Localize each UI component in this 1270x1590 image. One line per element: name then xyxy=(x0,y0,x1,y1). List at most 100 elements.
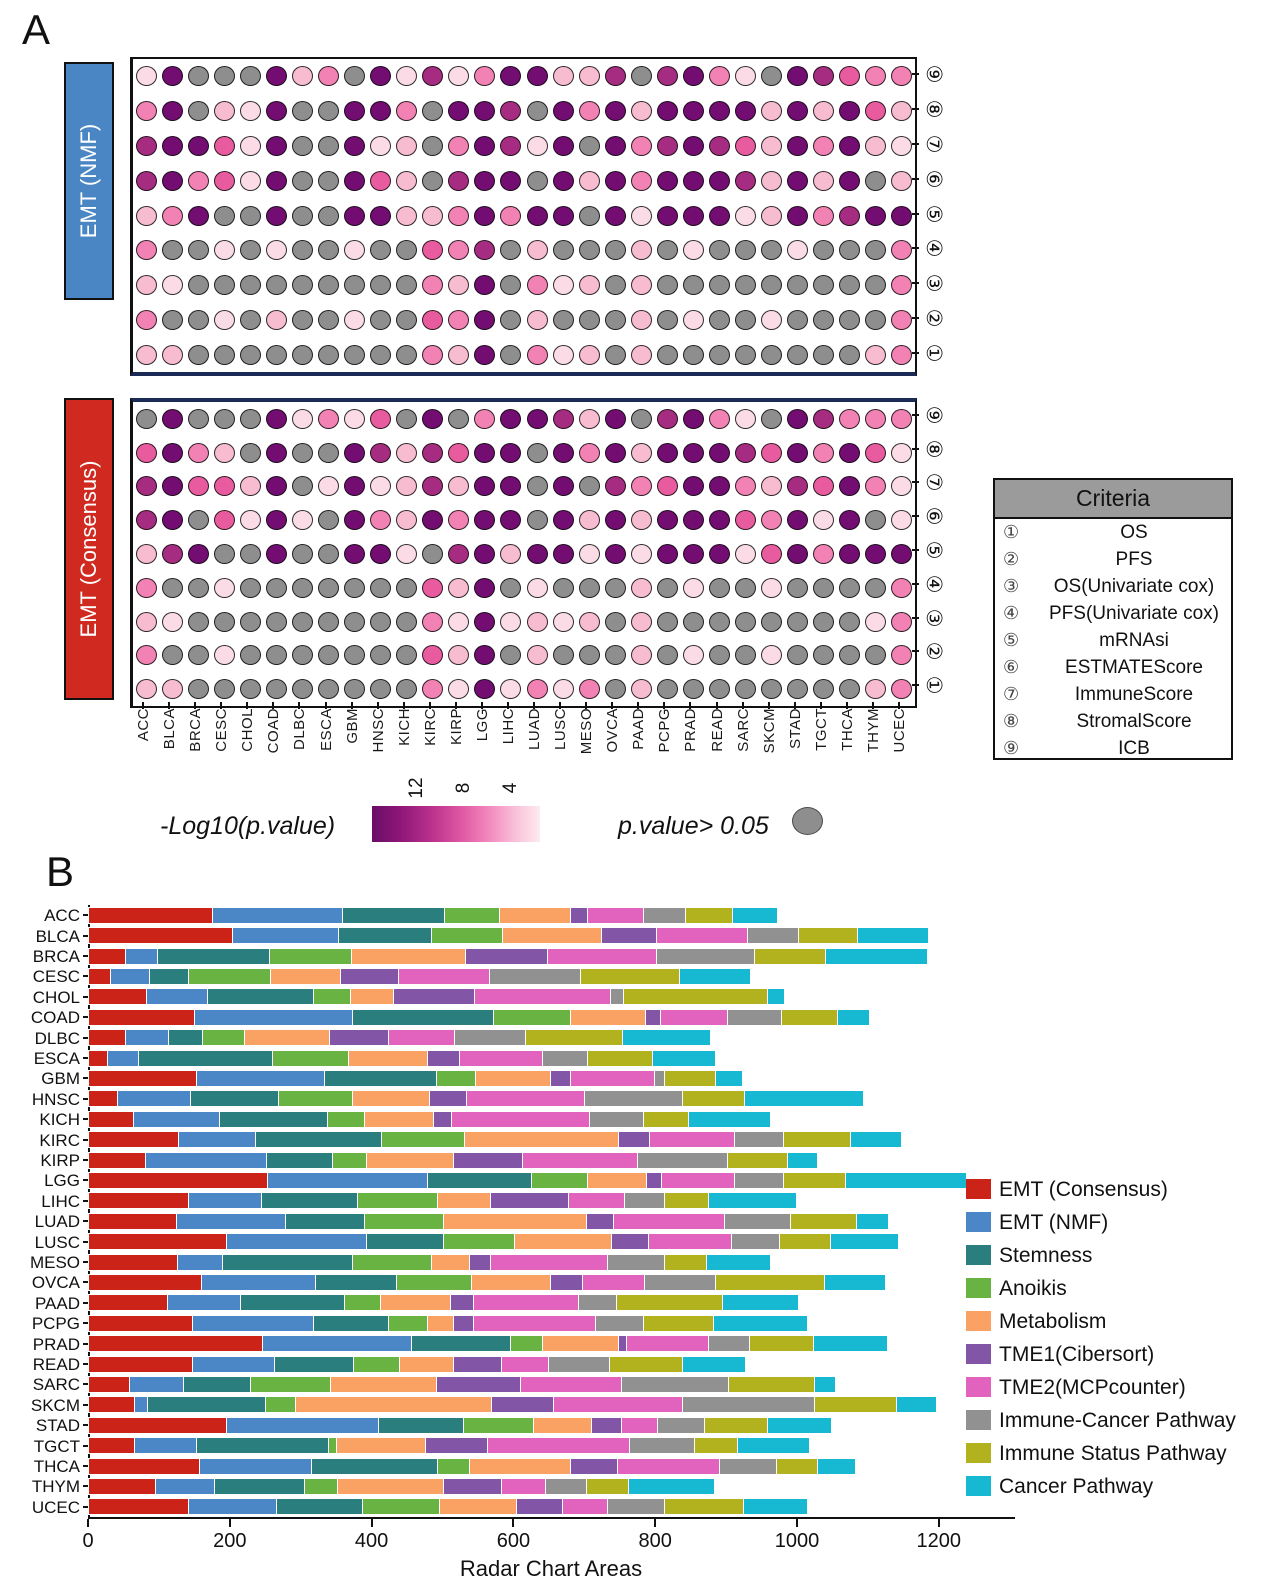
significance-dot xyxy=(761,275,783,296)
significance-dot xyxy=(422,476,444,497)
significance-dot xyxy=(161,135,183,156)
significance-dot xyxy=(448,577,470,598)
significance-dot xyxy=(135,275,157,296)
bar-segment-emt-consensus xyxy=(89,1111,134,1127)
bar-row-tick xyxy=(83,1118,88,1121)
bar-segment-immune-cancer-pathway xyxy=(625,1193,665,1209)
significance-dot xyxy=(839,135,861,156)
bar-segment-metabolism xyxy=(439,1499,518,1515)
criteria-legend-title: Criteria xyxy=(995,480,1231,519)
significance-dot xyxy=(318,476,339,497)
bar-row-tick xyxy=(83,1383,88,1386)
significance-dot xyxy=(500,645,522,666)
significance-dot xyxy=(318,577,339,598)
significance-dot xyxy=(526,476,548,497)
bar-segment-immune-status-pathway xyxy=(664,1499,745,1515)
column-tick xyxy=(689,702,692,709)
significance-dot xyxy=(526,544,548,564)
bar-segment-anoikis xyxy=(279,1091,353,1107)
significance-dot xyxy=(865,240,887,261)
bar-segment-emt-consensus xyxy=(89,1009,196,1025)
significance-dot xyxy=(526,205,548,226)
significance-dot xyxy=(787,101,809,122)
significance-dot xyxy=(656,101,678,122)
bar-segment-emt-nmf xyxy=(193,1356,275,1372)
significance-dot xyxy=(318,679,339,700)
bar-segment-anoikis xyxy=(388,1315,428,1331)
significance-dot xyxy=(370,170,392,191)
bar-segment-tme1-cibersort xyxy=(592,1417,623,1433)
criteria-item-label: PFS(Univariate cox) xyxy=(1049,602,1219,624)
significance-dot xyxy=(709,66,730,87)
column-label: MESO xyxy=(578,708,596,755)
column-tick xyxy=(767,702,770,709)
significance-dot xyxy=(239,611,261,632)
significance-dot xyxy=(291,442,313,463)
significance-dot xyxy=(682,476,704,497)
bar-segment-tme1-cibersort xyxy=(491,1397,555,1413)
significance-dot xyxy=(891,611,913,632)
significance-dot xyxy=(891,679,913,700)
criteria-item-label: mRNAsi xyxy=(1099,629,1169,651)
significance-dot xyxy=(422,170,444,191)
bar-segment-cancer-pathway xyxy=(788,1152,818,1168)
significance-dot xyxy=(630,275,652,296)
significance-dot xyxy=(370,510,392,531)
bar-segment-tme1-cibersort xyxy=(601,928,657,944)
bar-row-tick xyxy=(83,1301,88,1304)
significance-dot xyxy=(656,408,678,429)
significance-dot xyxy=(656,510,678,531)
significance-dot xyxy=(396,611,418,632)
bar-segment-tme1-cibersort xyxy=(612,1234,650,1250)
bar-row-tick xyxy=(83,1097,88,1100)
significance-dot xyxy=(239,170,261,191)
significance-dot xyxy=(526,408,548,429)
significance-dot xyxy=(865,309,887,330)
significance-dot xyxy=(761,442,783,463)
bar-segment-cancer-pathway xyxy=(688,1111,770,1127)
significance-dot xyxy=(526,309,548,330)
significance-dot xyxy=(735,344,757,365)
significance-dot xyxy=(500,408,522,429)
emt-nmf-group-label: EMT (NMF) xyxy=(64,62,114,300)
significance-dot xyxy=(500,275,522,296)
significance-dot xyxy=(682,544,704,564)
bar-segment-emt-nmf xyxy=(125,948,158,964)
significance-dot xyxy=(344,66,366,87)
significance-dot xyxy=(682,170,704,191)
bar-row-label: PCPG xyxy=(31,1314,80,1334)
criteria-item-label: PFS xyxy=(1115,548,1153,570)
bar-segment-anoikis xyxy=(273,1050,350,1066)
bar-segment-emt-consensus xyxy=(89,1336,263,1352)
significance-dot xyxy=(630,476,652,497)
significance-dot xyxy=(578,275,600,296)
significance-dot xyxy=(370,544,392,564)
bar-segment-emt-nmf xyxy=(179,1132,257,1148)
row-tick xyxy=(912,108,919,111)
bar-segment-emt-nmf xyxy=(108,1050,140,1066)
significance-dot xyxy=(656,309,678,330)
significance-dot xyxy=(396,275,418,296)
significance-dot xyxy=(839,66,861,87)
bar-segment-tme1-cibersort xyxy=(571,907,589,923)
significance-dot xyxy=(318,510,339,531)
bar-segment-immune-status-pathway xyxy=(664,1070,716,1086)
bar-segment-tme1-cibersort xyxy=(646,1009,662,1025)
bar-segment-cancer-pathway xyxy=(706,1254,770,1270)
significance-dot xyxy=(735,679,757,700)
significance-dot xyxy=(813,510,835,531)
column-tick xyxy=(533,702,536,709)
significance-dot xyxy=(735,611,757,632)
bar-segment-stemness xyxy=(139,1050,274,1066)
significance-dot xyxy=(604,679,626,700)
bar-segment-tme2-mcpcounter xyxy=(466,1091,586,1107)
significance-dot xyxy=(630,344,652,365)
criteria-item: ⑦ ImmuneScore xyxy=(995,681,1231,708)
significance-dot xyxy=(709,510,730,531)
significance-dot xyxy=(578,240,600,261)
column-label: PRAD xyxy=(682,708,700,752)
significance-dot xyxy=(682,66,704,87)
significance-dot xyxy=(239,205,261,226)
bar-segment-anoikis xyxy=(265,1397,297,1413)
significance-dot xyxy=(735,275,757,296)
